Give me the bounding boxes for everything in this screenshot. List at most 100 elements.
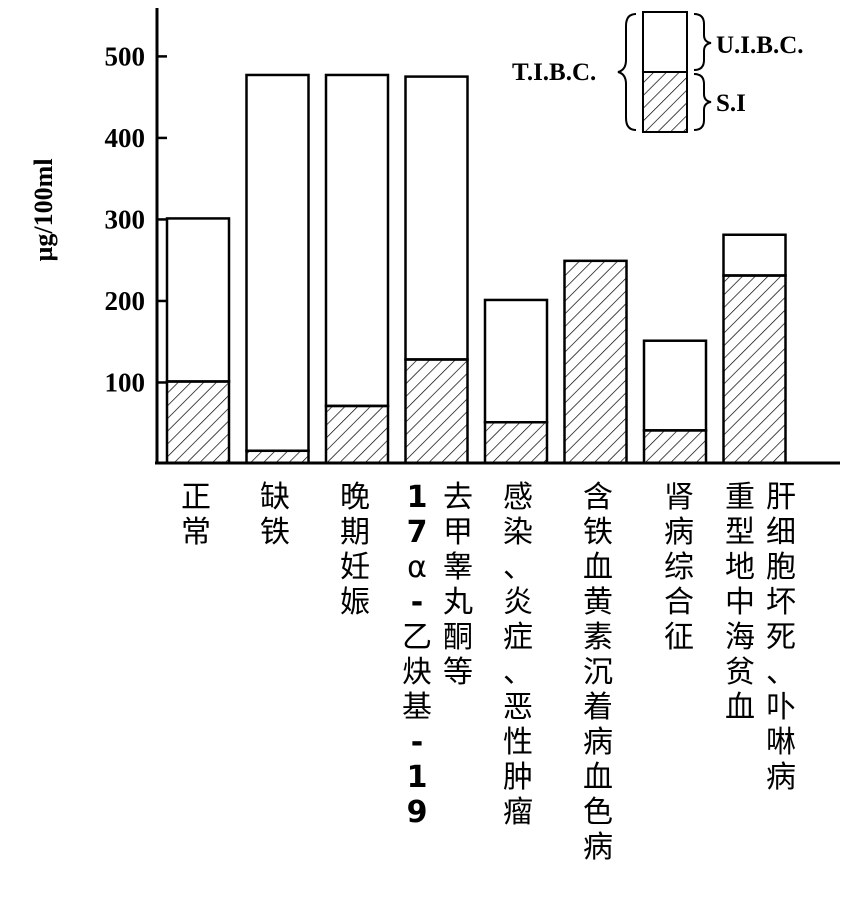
category-label-char: 血: [583, 550, 613, 585]
category-label-char: 去: [443, 480, 473, 515]
category-label-char: -: [411, 585, 423, 620]
category-label-char: 病: [766, 760, 796, 795]
category-label-char: 细: [766, 515, 796, 550]
category-label-char: 病: [583, 830, 613, 865]
bar-si: [245, 449, 310, 465]
category-label-char: 甲: [443, 515, 473, 550]
category-label-char: 乙: [402, 620, 432, 655]
y-tick-label: 500: [105, 41, 146, 71]
bar-si: [722, 274, 787, 465]
category-label-char: 感: [503, 480, 533, 515]
category-label-char: 性: [503, 725, 533, 760]
legend-total-brace: [617, 13, 637, 131]
y-tick-label: 400: [105, 123, 146, 153]
category-label-char: 7: [407, 515, 428, 550]
category-label-char: 综: [664, 550, 694, 585]
category-label-char: 铁: [583, 515, 613, 550]
category-label-char: 海: [725, 620, 755, 655]
bar-si: [404, 358, 469, 465]
category-label-char: 恶: [503, 690, 533, 725]
category-label-char: 合: [664, 585, 694, 620]
category-label-char: 丸: [443, 585, 473, 620]
category-label-char: 瘤: [503, 795, 533, 830]
bar-uibc: [642, 339, 708, 432]
category-label-char: 重: [725, 480, 755, 515]
legend-lower-brace: [693, 73, 712, 131]
bar-uibc: [245, 73, 310, 453]
category-label-char: 含: [583, 480, 613, 515]
category-label-char: 、: [503, 655, 533, 690]
category-label-char: 期: [340, 515, 370, 550]
category-label-char: 素: [583, 620, 613, 655]
y-axis: 100 200 300 400 500: [105, 8, 167, 463]
category-label-char: 征: [664, 620, 694, 655]
category-label-char: 娠: [340, 585, 370, 620]
category-label-char: 病: [583, 725, 613, 760]
bar-uibc: [722, 233, 787, 277]
category-label-char: 常: [181, 515, 211, 550]
bar-si: [324, 404, 390, 465]
category-label-char: 症: [503, 620, 533, 655]
category-label-char: 酮: [443, 620, 473, 655]
legend-upper-label: U.I.B.C.: [716, 32, 804, 59]
category-label-char: 等: [443, 655, 473, 690]
y-tick-label: 100: [105, 367, 146, 397]
category-label-char: 染: [503, 515, 533, 550]
legend-total-label: T.I.B.C.: [512, 59, 596, 86]
category-labels: 正常缺铁晚期妊娠17α-乙炔基-19去甲睾丸酮等感染、炎症、恶性肿瘤含铁血黄素沉…: [181, 480, 796, 865]
y-tick-label: 300: [105, 204, 146, 234]
category-label-char: 肾: [664, 480, 694, 515]
bars: [165, 73, 787, 465]
category-label-char: 中: [725, 585, 755, 620]
bar-uibc: [404, 75, 469, 361]
category-label-char: 炎: [503, 585, 533, 620]
category-label-char: 坏: [766, 585, 796, 620]
category-label-char: -: [411, 725, 423, 760]
legend-lower-box: [642, 71, 688, 133]
category-label-char: α: [407, 550, 427, 585]
category-label-char: 病: [664, 515, 694, 550]
bar-si: [165, 380, 231, 465]
bar-si: [483, 420, 549, 465]
y-axis-label: µg/100ml: [29, 158, 58, 261]
bar-si: [563, 259, 628, 465]
category-label-char: 啉: [766, 725, 796, 760]
category-label-char: 基: [402, 690, 432, 725]
category-label-char: 胞: [766, 550, 796, 585]
category-label-char: 沉: [583, 655, 613, 690]
category-label-char: 黄: [583, 585, 613, 620]
category-label-char: 铁: [260, 515, 290, 550]
legend: T.I.B.C. U.I.B.C. S.I: [512, 11, 804, 133]
category-label-char: 血: [725, 690, 755, 725]
category-label-char: 地: [725, 550, 755, 585]
category-label-char: 肿: [503, 760, 533, 795]
category-label-char: 缺: [260, 480, 290, 515]
bar-uibc: [324, 73, 390, 408]
category-label-char: 炔: [402, 655, 432, 690]
category-label-char: 卟: [766, 690, 796, 725]
category-label-char: 1: [407, 760, 428, 795]
category-label-char: 睾: [443, 550, 473, 585]
bar-uibc: [483, 298, 549, 424]
category-label-char: 晚: [340, 480, 370, 515]
bar-uibc: [165, 217, 231, 383]
category-label-char: 肝: [766, 480, 796, 515]
category-label-char: 色: [583, 795, 613, 830]
category-label-char: 贫: [725, 655, 755, 690]
category-label-char: 型: [725, 515, 755, 550]
legend-upper-box: [642, 11, 688, 73]
bar-si: [642, 429, 708, 465]
category-label-char: 1: [407, 480, 428, 515]
legend-lower-label: S.I: [716, 90, 746, 117]
category-label-char: 妊: [340, 550, 370, 585]
category-label-char: 着: [583, 690, 613, 725]
category-label-char: 、: [766, 655, 796, 690]
category-label-char: 死: [766, 620, 796, 655]
y-tick-label: 200: [105, 286, 146, 316]
category-label-char: 9: [407, 795, 428, 830]
category-label-char: 正: [181, 480, 211, 515]
legend-upper-brace: [693, 13, 712, 71]
category-label-char: 、: [503, 550, 533, 585]
category-label-char: 血: [583, 760, 613, 795]
